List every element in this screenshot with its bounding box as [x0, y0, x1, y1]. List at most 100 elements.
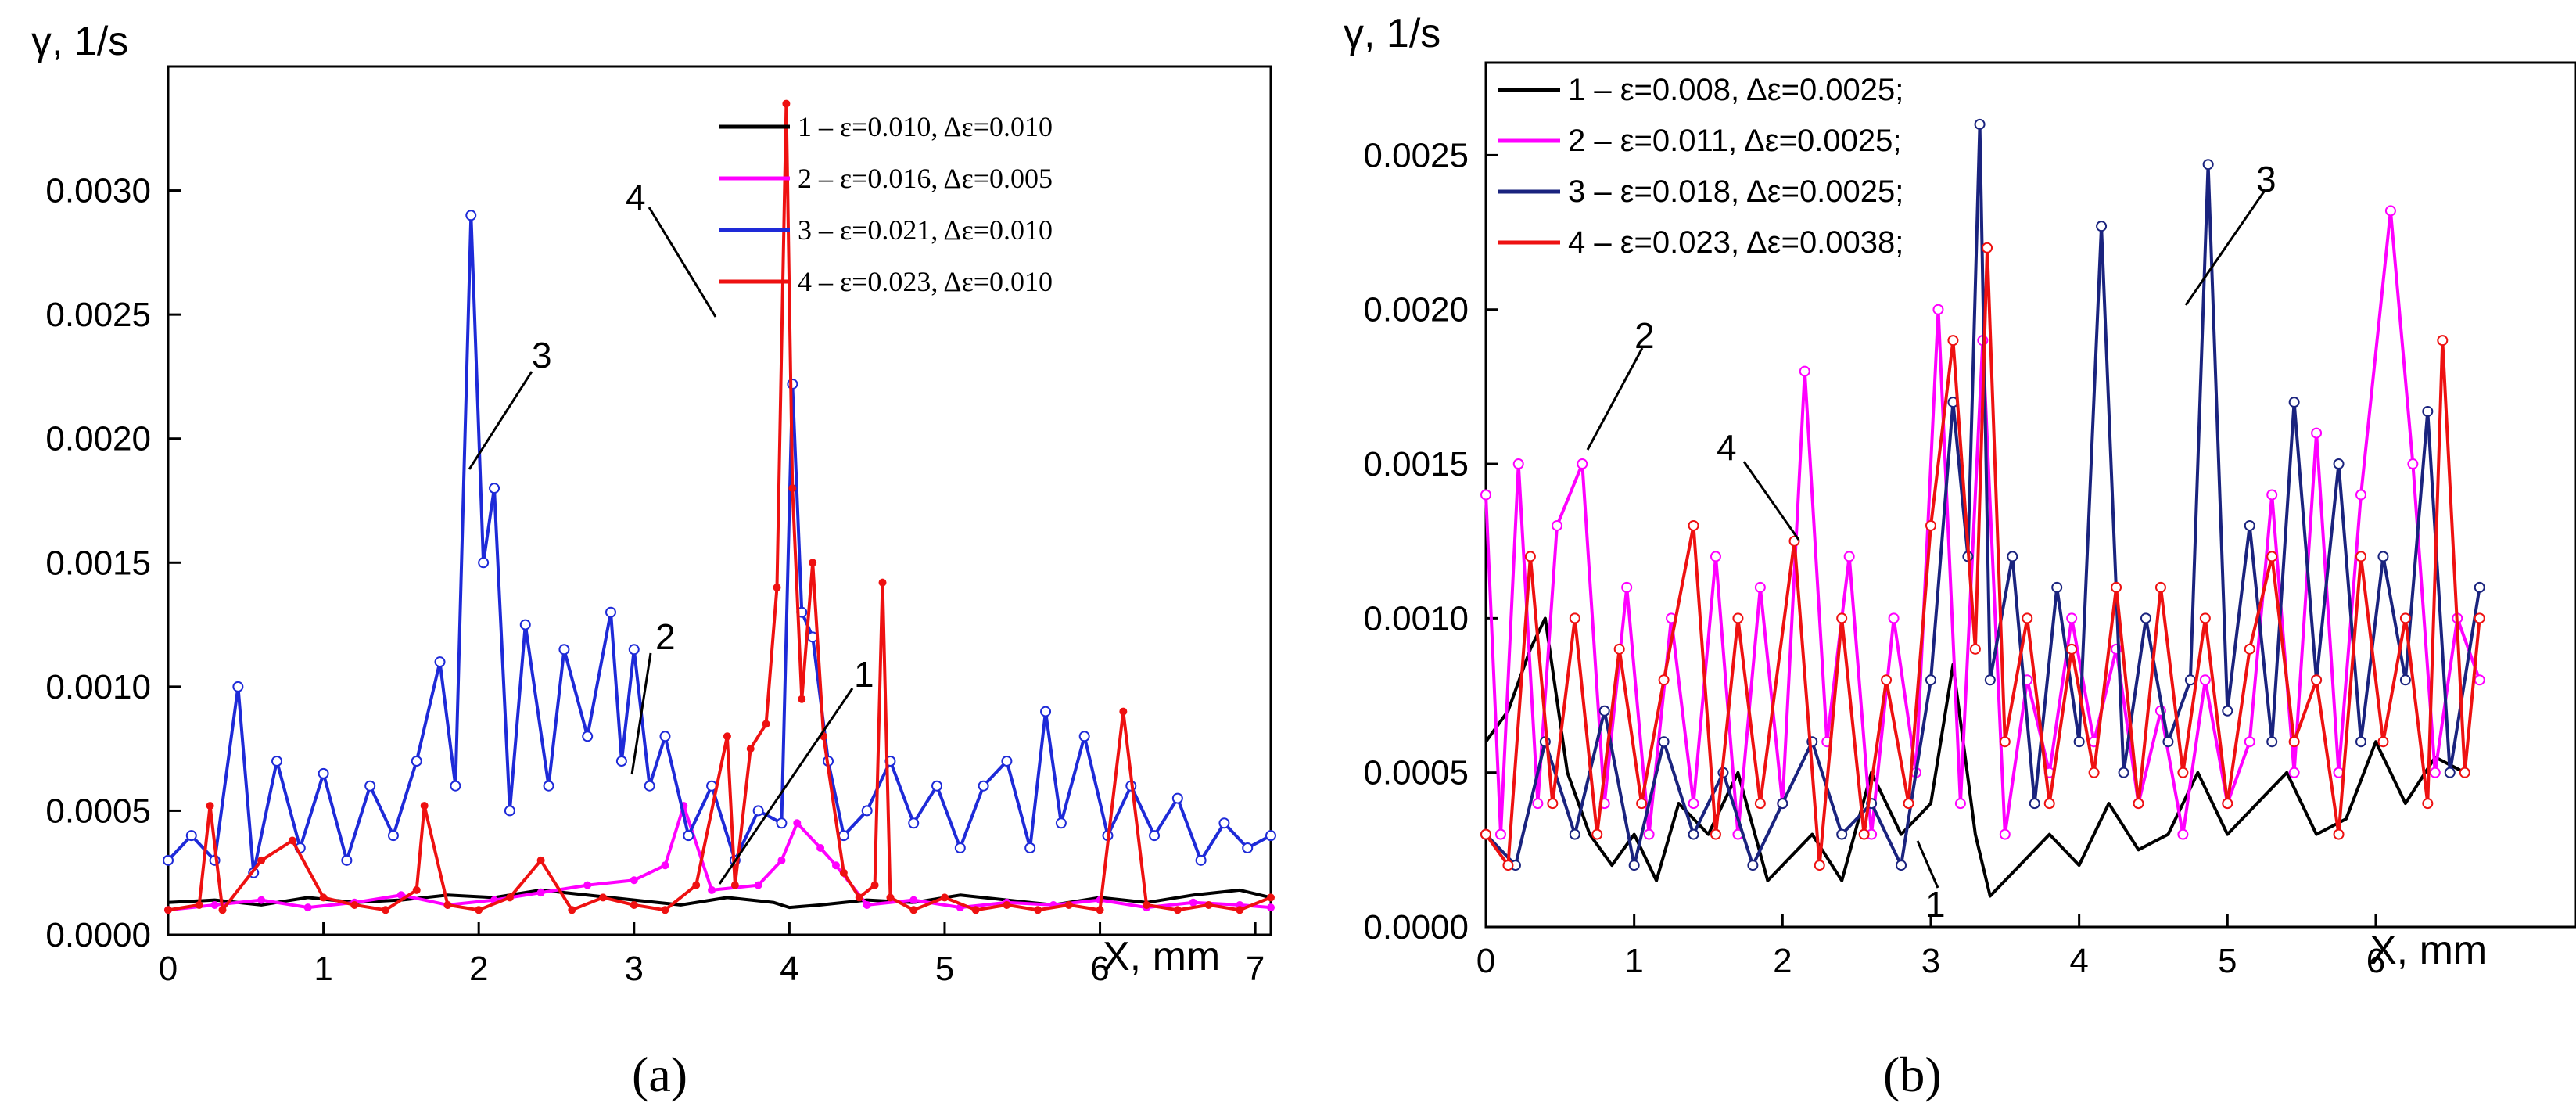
data-point-a-2	[816, 844, 825, 852]
x-tick-label-a: 4	[780, 950, 798, 988]
data-point-b-3	[1747, 860, 1759, 871]
data-point-a-2	[863, 900, 871, 909]
data-point-b-4	[1903, 798, 1914, 810]
chart-panel-b: 0.0000 0.0005 0.0010 0.0015 0.0020 0.0025 0 1 2…	[1344, 11, 2576, 1102]
data-point-b-2	[1954, 798, 1966, 810]
x-tick-label-b: 3	[1921, 942, 1940, 980]
data-point-b-4	[2154, 581, 2166, 593]
data-point-a-3	[504, 805, 515, 817]
data-point-b-4	[2437, 335, 2449, 347]
x-tick-label-a: 1	[314, 950, 332, 988]
data-point-b-4	[1502, 860, 1514, 871]
data-point-b-3	[1598, 705, 1610, 717]
data-point-b-4	[1969, 643, 1981, 655]
data-point-a-3	[582, 731, 594, 742]
data-point-b-3	[2051, 581, 2063, 593]
data-point-b-2	[1643, 828, 1655, 840]
data-point-b-4	[2399, 612, 2411, 624]
data-point-b-2	[1494, 828, 1506, 840]
annotation-a-4: 4	[626, 177, 646, 217]
data-point-a-4	[1143, 900, 1151, 909]
data-point-a-4	[630, 900, 638, 909]
data-point-b-3	[1925, 674, 1936, 686]
y-tick-label-a: 0.0010	[45, 668, 151, 706]
data-point-b-3	[1836, 828, 1848, 840]
annotation-leader-a-4	[648, 207, 717, 318]
data-point-a-3	[1055, 817, 1067, 829]
data-point-a-3	[364, 780, 376, 792]
data-point-a-4	[1173, 906, 1182, 914]
y-tick-label-b: 0.0005	[1363, 754, 1469, 792]
series-group-b	[1480, 118, 2485, 898]
data-point-a-4	[1236, 906, 1244, 914]
data-point-b-2	[1552, 519, 1563, 531]
data-point-b-4	[2474, 612, 2485, 624]
data-point-a-3	[776, 817, 788, 829]
data-point-a-3	[1171, 792, 1183, 804]
data-point-a-4	[730, 881, 739, 889]
data-point-b-4	[2111, 581, 2122, 593]
data-point-b-4	[1658, 674, 1670, 686]
data-point-b-4	[2088, 767, 2100, 778]
series-line-a-3	[167, 214, 1272, 875]
data-point-b-4	[2355, 551, 2366, 562]
annotation-leader-a-1	[718, 688, 854, 885]
data-point-a-4	[746, 745, 755, 753]
data-point-b-4	[1925, 519, 1936, 531]
legend-b: 1 – ε=0.008, Δε=0.0025; 2 – ε=0.011, Δε=…	[1498, 73, 1903, 260]
data-point-a-4	[382, 906, 390, 914]
data-point-b-4	[2222, 798, 2233, 810]
data-point-a-3	[978, 780, 989, 792]
data-point-b-4	[2244, 643, 2255, 655]
data-point-a-3	[1078, 731, 1090, 742]
data-point-a-4	[206, 802, 214, 810]
data-point-a-4	[886, 893, 895, 902]
chart-panel-a: 0.0000 0.0005 0.0010 0.0015 0.0020 0.0025 0.00…	[31, 19, 1276, 1102]
data-point-b-3	[2140, 612, 2151, 624]
data-point-a-4	[909, 906, 918, 914]
data-point-a-3	[644, 780, 655, 792]
data-point-b-4	[2022, 612, 2033, 624]
data-point-a-4	[288, 836, 296, 845]
data-point-b-4	[1814, 860, 1825, 871]
y-tick-label-a: 0.0000	[45, 916, 151, 954]
data-point-b-4	[1732, 612, 1744, 624]
data-point-a-3	[341, 854, 353, 866]
data-point-b-4	[2177, 767, 2189, 778]
series-line-b-3	[1484, 122, 2481, 868]
data-point-b-4	[2333, 828, 2345, 840]
data-point-a-4	[599, 893, 608, 902]
legend-label-a-4: 4 – ε=0.023, Δε=0.010	[798, 266, 1053, 297]
data-point-a-2	[909, 896, 918, 904]
data-point-b-3	[1628, 860, 1640, 871]
data-point-a-4	[1034, 906, 1042, 914]
y-tick-label-b: 0.0010	[1363, 599, 1469, 638]
annotation-leader-a-2	[630, 652, 652, 775]
data-point-a-3	[1024, 842, 1036, 853]
data-point-a-4	[420, 802, 429, 810]
data-point-a-4	[661, 906, 669, 914]
annotation-a-1: 1	[854, 654, 874, 695]
data-point-b-2	[1843, 551, 1855, 562]
annotation-b-4: 4	[1717, 427, 1737, 468]
data-point-a-3	[1265, 830, 1276, 842]
data-point-a-3	[1040, 706, 1052, 717]
data-point-b-4	[2422, 798, 2434, 810]
data-point-b-4	[1881, 674, 1893, 686]
annotation-leader-a-3	[468, 371, 533, 470]
data-point-a-4	[536, 856, 545, 864]
data-point-b-4	[1836, 612, 1848, 624]
panel-label-b: (b)	[1883, 1047, 1942, 1102]
data-point-a-2	[831, 861, 840, 870]
x-tick-label-a: 3	[625, 950, 644, 988]
data-point-b-2	[2384, 205, 2396, 217]
data-point-b-3	[2222, 705, 2233, 717]
data-point-b-4	[1999, 736, 2011, 748]
data-point-b-2	[2474, 674, 2485, 686]
data-point-a-3	[543, 780, 554, 792]
data-point-b-4	[2377, 736, 2389, 748]
data-point-a-2	[630, 876, 638, 885]
data-point-b-3	[2266, 736, 2278, 748]
data-point-a-3	[1218, 817, 1230, 829]
data-point-a-3	[387, 830, 399, 842]
